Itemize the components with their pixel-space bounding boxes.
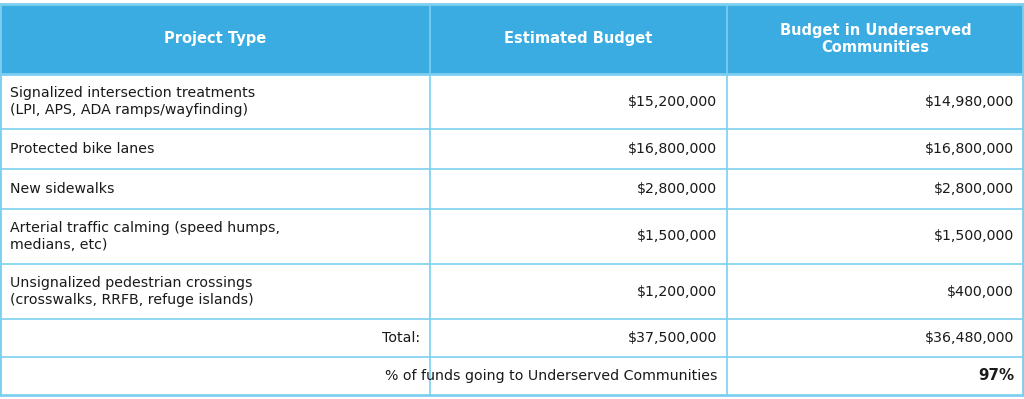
Bar [430, 319, 727, 357]
Text: Unsignalized pedestrian crossings
(crosswalks, RRFB, refuge islands): Unsignalized pedestrian crossings (cross… [10, 276, 254, 307]
Bar [727, 74, 1024, 129]
Bar [0, 169, 430, 209]
Bar [727, 169, 1024, 209]
Text: Project Type: Project Type [164, 32, 266, 47]
Bar [430, 209, 727, 264]
Text: Budget in Underserved
Communities: Budget in Underserved Communities [779, 22, 972, 55]
Bar [0, 4, 430, 74]
Text: $1,500,000: $1,500,000 [934, 229, 1014, 243]
Text: $1,200,000: $1,200,000 [637, 284, 717, 298]
Text: New sidewalks: New sidewalks [10, 182, 115, 196]
Bar [0, 209, 430, 264]
Bar [0, 319, 430, 357]
Text: $400,000: $400,000 [947, 284, 1014, 298]
Bar [0, 129, 430, 169]
Text: $14,980,000: $14,980,000 [925, 95, 1014, 109]
Bar [727, 4, 1024, 74]
Bar [430, 264, 727, 319]
Bar [727, 129, 1024, 169]
Bar [0, 264, 430, 319]
Text: $36,480,000: $36,480,000 [925, 331, 1014, 345]
Text: $16,800,000: $16,800,000 [628, 142, 717, 156]
Bar [0, 74, 430, 129]
Text: Protected bike lanes: Protected bike lanes [10, 142, 155, 156]
Bar [727, 319, 1024, 357]
Text: $16,800,000: $16,800,000 [925, 142, 1014, 156]
Bar [727, 357, 1024, 395]
Text: $15,200,000: $15,200,000 [628, 95, 717, 109]
Text: % of funds going to Underserved Communities: % of funds going to Underserved Communit… [385, 369, 717, 383]
Text: $1,500,000: $1,500,000 [637, 229, 717, 243]
Bar [727, 209, 1024, 264]
Bar [727, 264, 1024, 319]
Text: $2,800,000: $2,800,000 [637, 182, 717, 196]
Bar [430, 74, 727, 129]
Text: Signalized intersection treatments
(LPI, APS, ADA ramps/wayfinding): Signalized intersection treatments (LPI,… [10, 86, 255, 117]
Text: Arterial traffic calming (speed humps,
medians, etc): Arterial traffic calming (speed humps, m… [10, 221, 280, 252]
Bar [430, 4, 727, 74]
Text: $2,800,000: $2,800,000 [934, 182, 1014, 196]
Text: Estimated Budget: Estimated Budget [505, 32, 652, 47]
Bar [430, 169, 727, 209]
Text: $37,500,000: $37,500,000 [628, 331, 717, 345]
Bar [430, 129, 727, 169]
Bar [0, 357, 430, 395]
Bar [430, 357, 727, 395]
Text: Total:: Total: [382, 331, 420, 345]
Text: 97%: 97% [978, 369, 1014, 383]
